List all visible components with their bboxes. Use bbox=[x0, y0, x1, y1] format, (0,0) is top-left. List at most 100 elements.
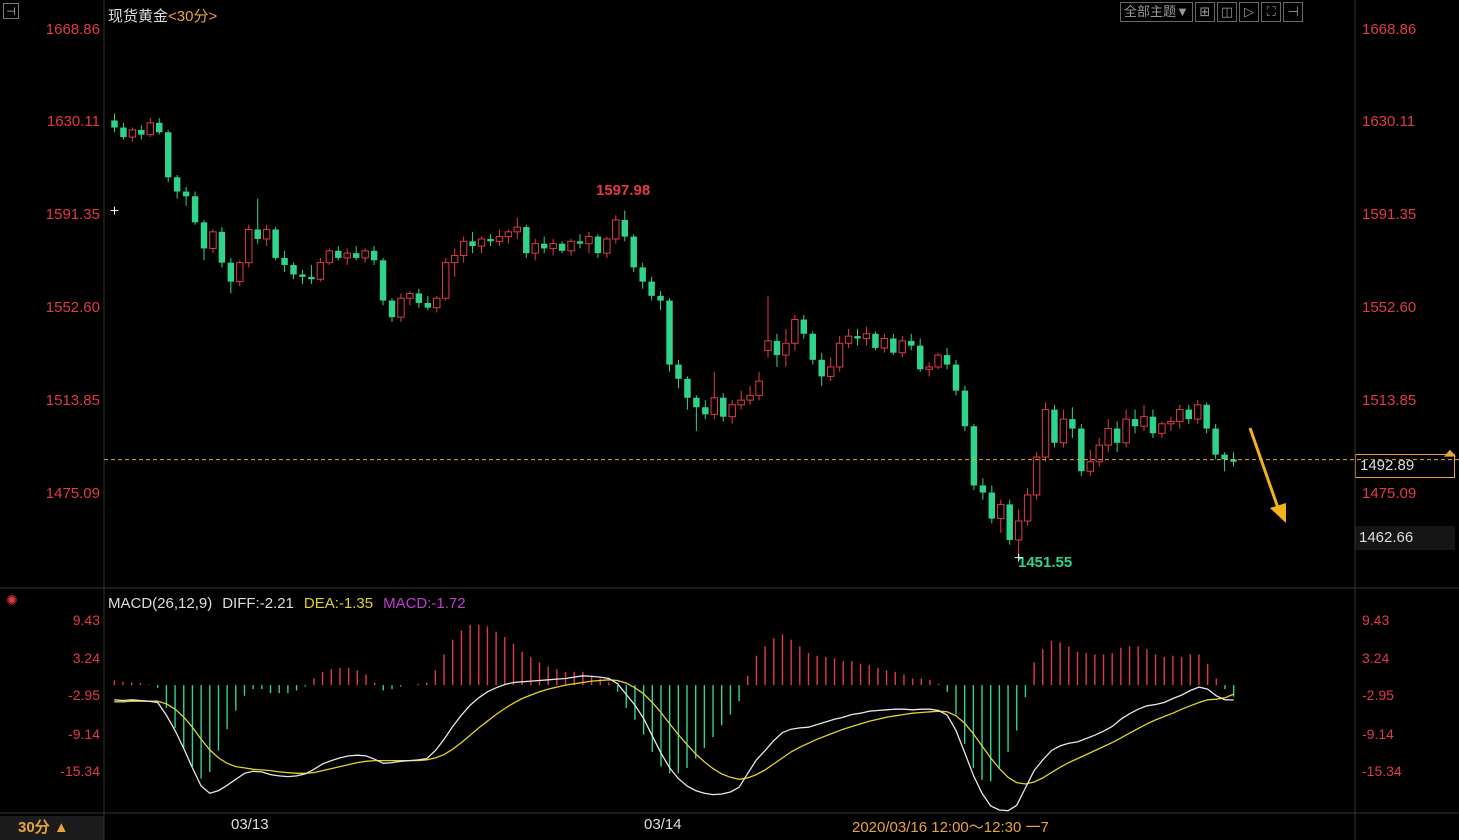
price-tick-left: 1630.11 bbox=[46, 113, 100, 130]
candle-body-down bbox=[1006, 504, 1013, 540]
candle-body-down bbox=[200, 222, 208, 249]
candle-body-down bbox=[576, 241, 584, 244]
candle-body-down bbox=[809, 333, 816, 360]
candle-body-down bbox=[1230, 459, 1237, 462]
candle-body-up bbox=[791, 319, 799, 344]
candle-body-down bbox=[943, 355, 951, 365]
macd-tick-right: -2.95 bbox=[1362, 687, 1394, 703]
candle-body-down bbox=[1069, 419, 1076, 429]
chart-toolbar: 全部主题▼ ⊞ ◫ ▷ ⛶ ⊣ bbox=[1120, 2, 1304, 22]
candle-body-up bbox=[343, 252, 351, 259]
candle-body-down bbox=[773, 340, 781, 356]
candle-body-up bbox=[433, 297, 441, 309]
candle-body-up bbox=[764, 340, 772, 351]
candle-body-up bbox=[450, 255, 459, 264]
candle-body-up bbox=[898, 340, 907, 354]
fullscreen-icon[interactable]: ⛶ bbox=[1261, 2, 1282, 22]
period-label: <30分> bbox=[168, 8, 218, 25]
candle-body-down bbox=[290, 265, 297, 275]
macd-tick-left: -2.95 bbox=[68, 687, 100, 703]
candle-body-down bbox=[1185, 409, 1192, 420]
candle-body-down bbox=[1212, 428, 1219, 455]
candle-body-down bbox=[594, 236, 602, 254]
candle-body-down bbox=[988, 492, 996, 519]
candle-body-up bbox=[209, 231, 217, 249]
price-tick-right: 1513.85 bbox=[1362, 392, 1417, 409]
candle-body-up bbox=[710, 397, 719, 415]
candle-body-down bbox=[872, 333, 879, 348]
dea-line bbox=[114, 679, 1234, 785]
macd-tick-left: -15.34 bbox=[60, 763, 100, 779]
candle-body-down bbox=[540, 243, 548, 249]
candle-body-up bbox=[1023, 494, 1032, 522]
candle-body-down bbox=[469, 241, 476, 247]
high-annotation: 1597.98 bbox=[596, 182, 651, 199]
candle-body-down bbox=[182, 191, 190, 197]
candle-body-up bbox=[1095, 444, 1103, 463]
candle-body-down bbox=[818, 359, 825, 377]
candle-body-down bbox=[388, 300, 396, 318]
chart-title: 现货黄金<30分> bbox=[108, 5, 217, 26]
period-selector-button[interactable]: 30分 ▲ bbox=[0, 816, 104, 840]
candle-body-down bbox=[854, 336, 861, 339]
macd-tick-right: 3.24 bbox=[1362, 650, 1390, 666]
candle-body-down bbox=[424, 302, 432, 308]
instrument-name: 现货黄金 bbox=[108, 8, 169, 25]
forecast-arrow bbox=[1248, 427, 1280, 509]
grid-icon[interactable]: ⊞ bbox=[1194, 2, 1215, 22]
candle-body-up bbox=[495, 236, 504, 242]
candle-body-down bbox=[156, 122, 163, 133]
candle-body-down bbox=[1113, 428, 1121, 443]
price-tick-right: 1475.09 bbox=[1362, 485, 1417, 502]
candle-body-up bbox=[459, 240, 468, 257]
macd-tick-left: 3.24 bbox=[72, 650, 100, 666]
macd-dea-value: DEA:-1.35 bbox=[303, 595, 374, 612]
last-price-marker bbox=[1444, 449, 1456, 457]
price-tick-right: 1668.86 bbox=[1362, 21, 1417, 38]
candle-body-down bbox=[621, 219, 628, 237]
candle-body-down bbox=[191, 196, 199, 223]
candle-body-down bbox=[666, 300, 673, 365]
collapse-panel-button[interactable]: ⊣ bbox=[3, 3, 19, 19]
indicator-settings-icon[interactable]: ✺ bbox=[6, 592, 18, 608]
layout-icon[interactable]: ◫ bbox=[1216, 2, 1238, 22]
candle-body-down bbox=[487, 238, 494, 242]
candle-body-down bbox=[1078, 428, 1085, 472]
candle-body-down bbox=[1149, 416, 1157, 434]
candle-body-down bbox=[675, 364, 682, 379]
candle-body-down bbox=[173, 177, 181, 192]
cursor-price-label: 1462.66 bbox=[1355, 526, 1455, 550]
candle-body-up bbox=[1193, 404, 1202, 420]
candle-body-down bbox=[890, 338, 897, 353]
play-icon[interactable]: ▷ bbox=[1239, 2, 1260, 22]
candle-body-up bbox=[826, 366, 835, 377]
candle-body-down bbox=[720, 397, 727, 417]
candle-body-up bbox=[1140, 416, 1148, 427]
candle-body-up bbox=[504, 231, 513, 238]
candle-body-down bbox=[1131, 419, 1139, 427]
candle-body-down bbox=[254, 229, 261, 239]
candle-body-up bbox=[880, 337, 889, 349]
candle-body-up bbox=[361, 250, 369, 259]
candle-body-up bbox=[728, 404, 736, 418]
candle-body-up bbox=[1086, 461, 1095, 472]
candle-body-up bbox=[1176, 409, 1184, 422]
candle-body-down bbox=[558, 243, 566, 251]
candle-body-up bbox=[1059, 418, 1068, 444]
last-price-label: 1492.89 bbox=[1355, 454, 1455, 478]
time-range-readout: 2020/03/16 12:00～12:30 一7 bbox=[852, 819, 1049, 836]
candle-body-down bbox=[1203, 404, 1210, 429]
candle-body-up bbox=[603, 238, 611, 254]
diff-line bbox=[114, 675, 1234, 812]
candle-body-up bbox=[236, 262, 244, 283]
candle-body-up bbox=[862, 333, 871, 339]
candle-body-down bbox=[335, 250, 342, 258]
candle-body-up bbox=[737, 399, 745, 406]
macd-tick-right: -9.14 bbox=[1362, 726, 1394, 742]
candle-body-up bbox=[612, 219, 620, 240]
theme-dropdown[interactable]: 全部主题▼ bbox=[1120, 2, 1193, 22]
collapse-icon[interactable]: ⊣ bbox=[1283, 2, 1304, 22]
candle-body-up bbox=[325, 250, 334, 264]
candle-body-down bbox=[523, 227, 530, 254]
